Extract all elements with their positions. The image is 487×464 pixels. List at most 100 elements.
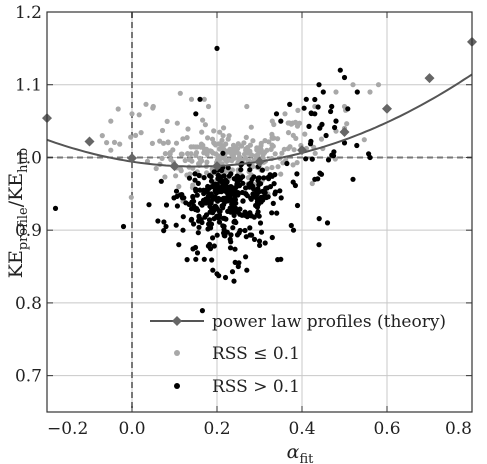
point-rss-high-246 <box>211 243 217 249</box>
point-rss-high-321 <box>161 219 167 225</box>
point-rss-high-258 <box>155 218 161 224</box>
point-rss-high-133 <box>246 182 252 188</box>
point-rss-high-234 <box>231 185 237 191</box>
point-rss-high-287 <box>232 246 238 252</box>
point-rss-low-136 <box>211 140 217 146</box>
point-rss-high-373 <box>331 149 337 155</box>
legend-theory-diamond <box>172 316 182 326</box>
point-rss-low-7 <box>185 151 191 157</box>
theory-diamond-7 <box>339 127 350 137</box>
point-rss-low-19 <box>182 157 188 164</box>
legend-label-theory: power law profiles (theory) <box>212 312 446 332</box>
point-rss-high-421 <box>278 256 284 262</box>
point-rss-high-206 <box>250 191 256 197</box>
point-rss-high-424 <box>256 238 263 244</box>
point-rss-high-312 <box>216 208 223 215</box>
point-rss-low-238 <box>258 140 264 146</box>
point-rss-high-144 <box>269 210 275 216</box>
point-rss-high-358 <box>228 239 234 245</box>
point-rss-low-208 <box>193 152 199 158</box>
point-rss-high-427 <box>180 227 186 233</box>
point-rss-high-271 <box>226 197 233 203</box>
point-rss-high-42 <box>247 167 253 173</box>
point-rss-low-111 <box>173 140 180 146</box>
point-rss-low-252 <box>138 130 144 136</box>
point-rss-high-378 <box>290 179 296 185</box>
point-rss-low-200 <box>221 125 227 131</box>
point-rss-low-173 <box>220 143 226 149</box>
point-rss-low-274 <box>150 103 156 110</box>
theory-diamond-5 <box>254 156 265 167</box>
point-rss-high-195 <box>158 178 164 184</box>
point-rss-high-359 <box>188 206 195 212</box>
point-rss-low-39 <box>269 164 275 171</box>
point-rss-high-297 <box>231 208 237 214</box>
point-rss-low-251 <box>117 141 123 147</box>
point-rss-low-260 <box>200 117 206 123</box>
point-rss-low-248 <box>318 136 325 142</box>
point-rss-high-190 <box>240 198 246 204</box>
point-rss-low-122 <box>149 140 155 146</box>
point-rss-low-176 <box>227 146 233 152</box>
point-rss-high-333 <box>171 195 177 201</box>
point-rss-high-388 <box>309 156 315 162</box>
x-axis-subscript: fit <box>299 452 314 464</box>
point-rss-low-95 <box>204 159 210 165</box>
point-rss-low-185 <box>294 160 300 166</box>
point-rss-low-234 <box>285 120 291 126</box>
point-rss-low-181 <box>178 168 184 174</box>
x-tick-labels: −0.2 0.0 0.2 0.4 0.6 0.8 <box>47 419 472 439</box>
point-rss-low-239 <box>266 139 272 145</box>
point-rss-high-281 <box>229 201 236 207</box>
point-rss-high-357 <box>225 191 231 197</box>
point-rss-high-301 <box>266 176 272 182</box>
y-tick-label-2: 0.9 <box>15 221 42 241</box>
point-rss-low-94 <box>199 129 205 135</box>
point-rss-high-295 <box>274 210 280 216</box>
point-rss-high-237 <box>235 190 241 196</box>
point-rss-high-183 <box>256 189 262 195</box>
point-rss-low-140 <box>189 158 195 164</box>
legend-item-rss-low: RSS ≤ 0.1 <box>174 344 300 364</box>
point-rss-high-401 <box>278 118 284 124</box>
y-axis-sub-profile: profile <box>16 207 31 250</box>
point-rss-low-52 <box>197 155 203 161</box>
point-rss-low-268 <box>128 134 134 140</box>
point-rss-high-329 <box>199 202 205 208</box>
point-rss-low-43 <box>275 136 281 142</box>
point-rss-high-231 <box>240 174 246 180</box>
point-rss-low-259 <box>133 132 139 138</box>
point-rss-high-377 <box>317 125 323 131</box>
legend-rss-high-dot <box>174 383 180 389</box>
point-rss-low-256 <box>165 140 171 146</box>
point-rss-low-265 <box>174 120 180 126</box>
point-rss-low-272 <box>108 147 114 153</box>
point-rss-high-19 <box>206 217 213 223</box>
point-rss-high-334 <box>232 259 238 265</box>
y-axis-title: KEprofile/KEhub <box>5 148 31 279</box>
point-rss-high-392 <box>320 89 326 95</box>
point-rss-high-250 <box>243 254 249 260</box>
point-rss-low-195 <box>232 144 238 150</box>
point-rss-high-40 <box>278 195 284 201</box>
point-rss-high-418 <box>244 267 250 273</box>
point-rss-low-240 <box>254 145 260 151</box>
point-rss-high-147 <box>211 169 217 175</box>
point-rss-low-159 <box>153 165 159 172</box>
point-rss-high-325 <box>242 227 248 234</box>
point-rss-low-216 <box>302 131 308 137</box>
point-rss-high-330 <box>199 219 205 226</box>
point-rss-high-189 <box>207 193 213 199</box>
point-rss-low-288 <box>188 96 195 102</box>
point-rss-high-9 <box>186 175 193 181</box>
point-rss-low-163 <box>187 171 193 177</box>
point-rss-low-290 <box>176 183 182 190</box>
point-rss-high-257 <box>214 232 220 238</box>
point-rss-high-110 <box>225 165 231 171</box>
x-axis-title: αfit <box>287 441 315 464</box>
point-rss-high-420 <box>193 256 199 262</box>
point-rss-high-403 <box>193 111 199 117</box>
x-tick-label-5: 0.8 <box>445 419 472 439</box>
point-rss-high-327 <box>179 195 185 201</box>
